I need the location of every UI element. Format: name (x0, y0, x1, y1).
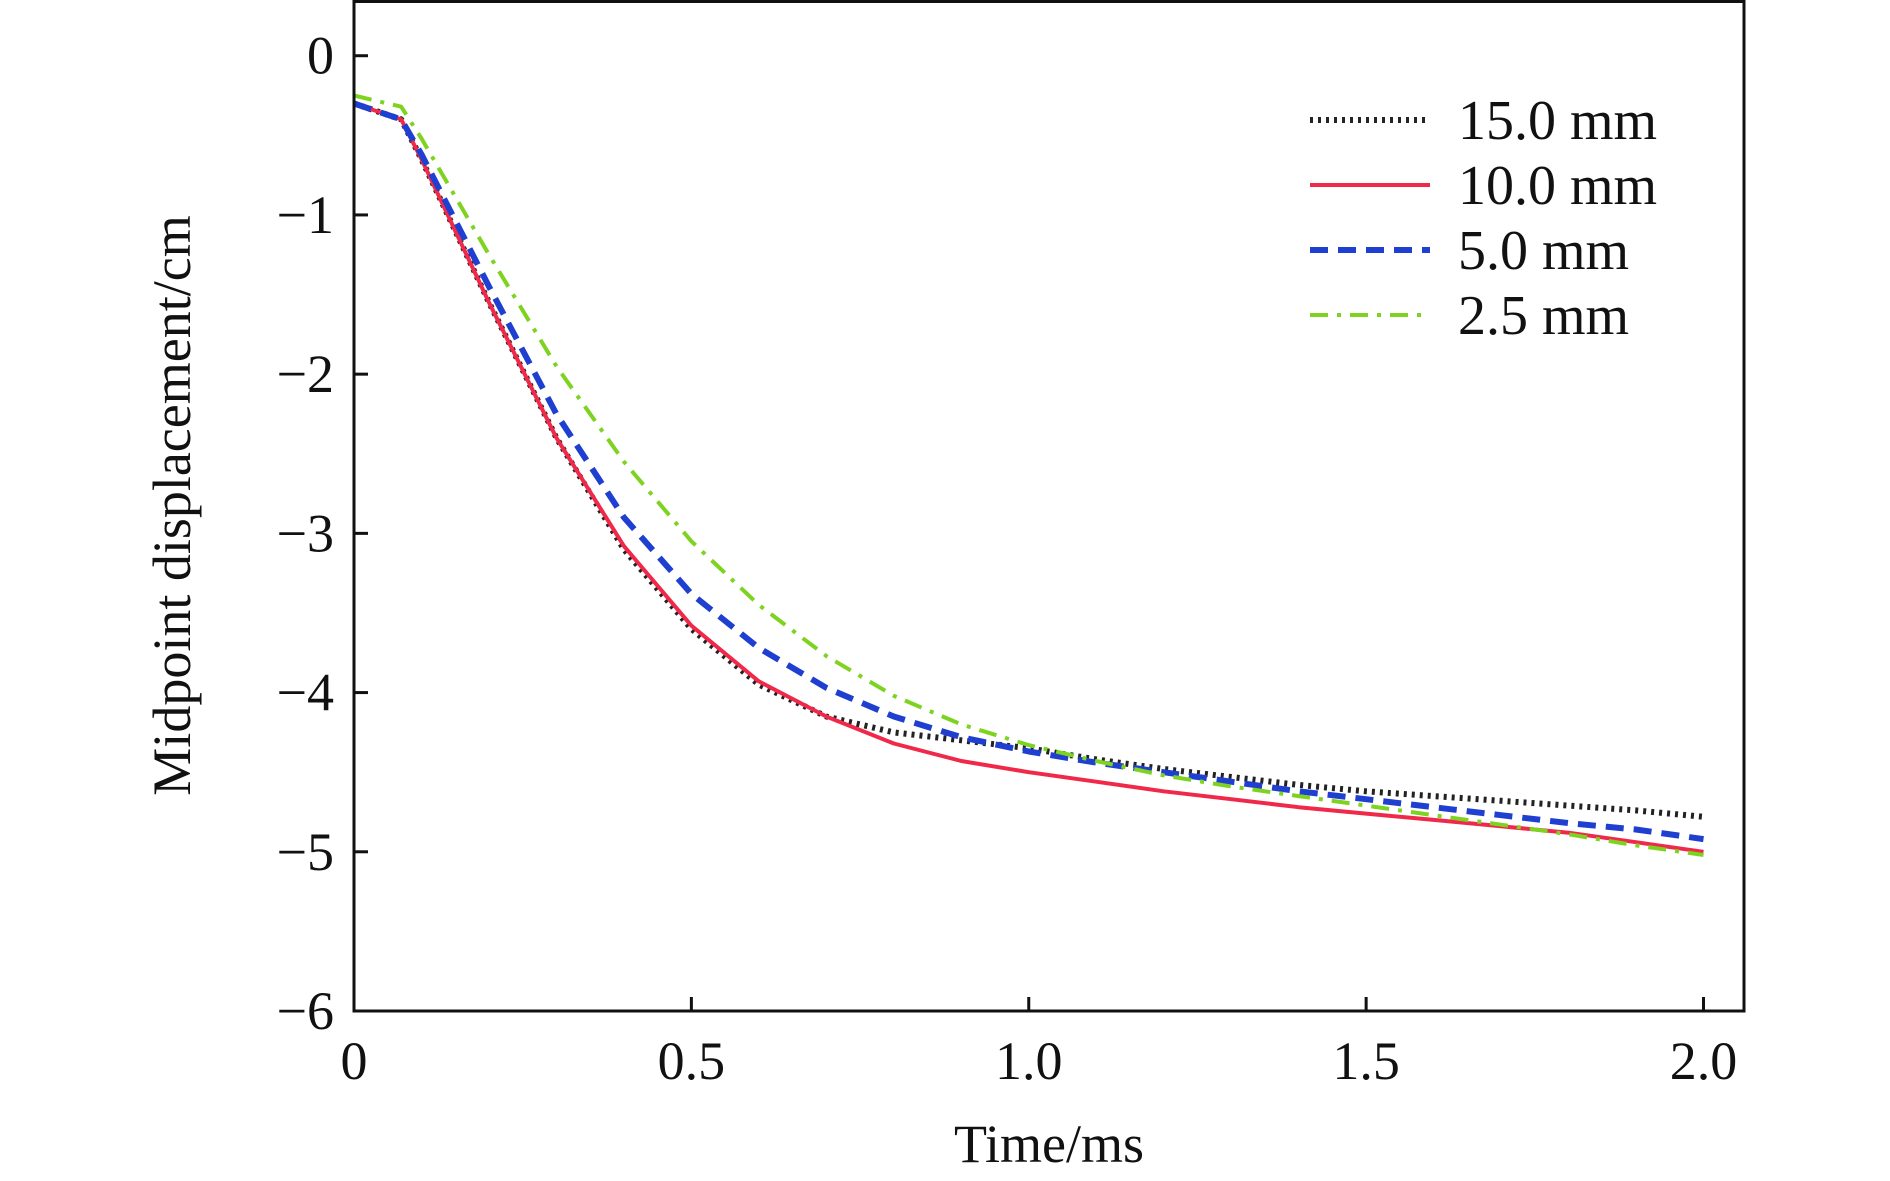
y-tick-label: −5 (277, 822, 334, 882)
series-layer (353, 93, 1704, 857)
y-tick-label: −4 (277, 663, 334, 723)
y-axis-title: Midpoint displacement/cm (142, 215, 202, 795)
y-tick-label: −2 (277, 344, 334, 404)
legend-label-2: 5.0 mm (1458, 220, 1629, 282)
legend-label-1: 10.0 mm (1458, 155, 1657, 217)
x-tick-label: 1.5 (1332, 1031, 1400, 1091)
x-axis-title: Time/ms (954, 1114, 1144, 1174)
y-tick-label: −1 (277, 185, 334, 245)
series-line-2 (353, 100, 1704, 843)
series-line-3 (353, 93, 1704, 857)
x-tick-label: 0 (341, 1031, 368, 1091)
x-tick-label: 1.0 (995, 1031, 1063, 1091)
plot-frame (352, 0, 1746, 1013)
x-tick-label: 0.5 (658, 1031, 726, 1091)
y-tick-label: −3 (277, 503, 334, 563)
legend-label-0: 15.0 mm (1458, 90, 1657, 152)
legend-label-3: 2.5 mm (1458, 285, 1629, 347)
y-tick-label: −6 (277, 981, 334, 1041)
series-line-1 (353, 101, 1704, 854)
x-tick-label: 2.0 (1670, 1031, 1738, 1091)
y-tick-label: 0 (307, 26, 334, 86)
ticks-layer: 0 0.5 1.0 1.5 2.0 0 −1 −2 −3 −4 −5 −6 (277, 26, 1738, 1091)
